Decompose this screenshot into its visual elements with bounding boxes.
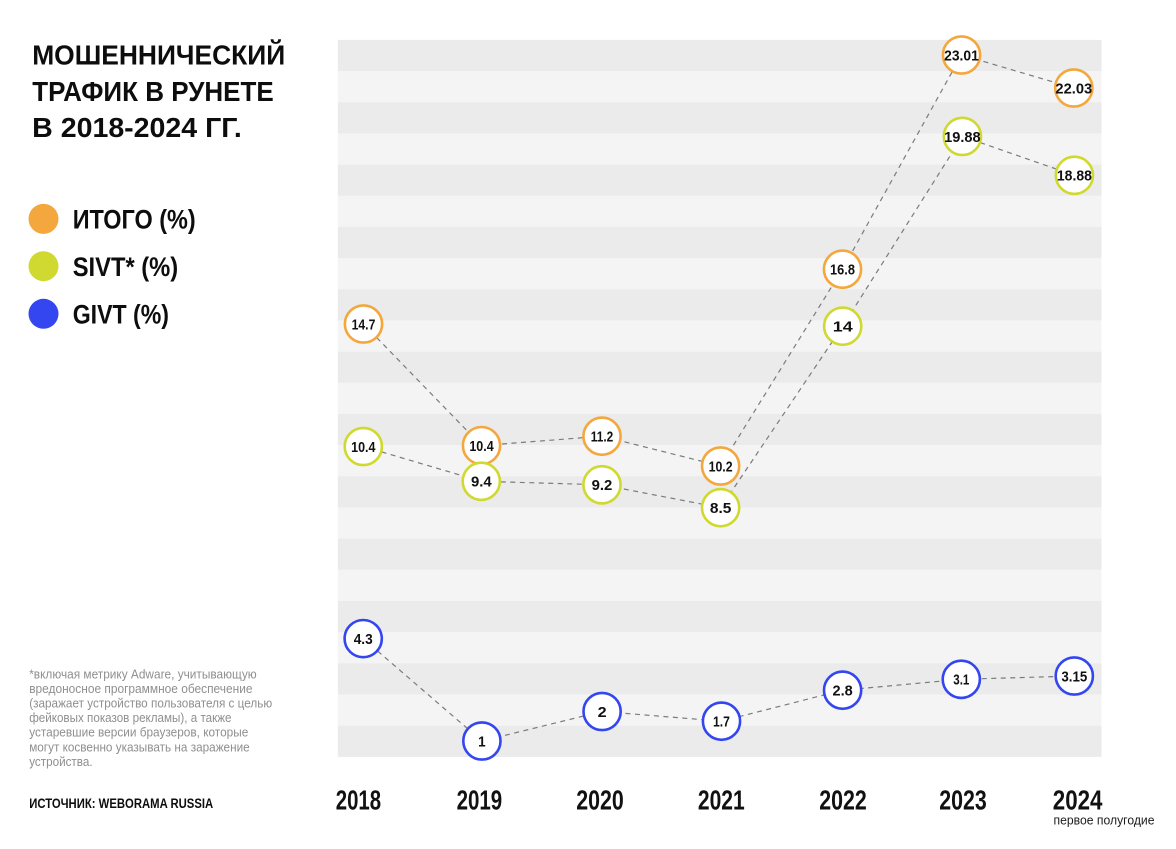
svg-text:18.88: 18.88 [1057,168,1092,185]
svg-text:2.8: 2.8 [833,683,853,700]
svg-text:2020: 2020 [576,784,624,815]
svg-text:2024: 2024 [1053,784,1103,815]
svg-text:МОШЕННИЧЕСКИЙ: МОШЕННИЧЕСКИЙ [32,39,285,71]
svg-text:(заражает устройство пользоват: (заражает устройство пользователя с цель… [29,696,272,711]
svg-text:1: 1 [478,733,486,750]
svg-text:10.2: 10.2 [709,458,733,475]
svg-text:14: 14 [833,319,854,336]
svg-text:8.5: 8.5 [710,500,732,517]
svg-text:В 2018-2024 ГГ.: В 2018-2024 ГГ. [32,112,242,143]
svg-text:фейковых показов рекламы), а т: фейковых показов рекламы), а также [29,710,231,725]
svg-text:9.2: 9.2 [592,477,613,494]
svg-text:GIVT (%): GIVT (%) [73,300,169,330]
svg-text:23.01: 23.01 [944,47,979,64]
svg-text:SIVT* (%): SIVT* (%) [73,252,179,282]
svg-text:ТРАФИК В РУНЕТЕ: ТРАФИК В РУНЕТЕ [32,76,274,107]
svg-text:ИТОГО (%): ИТОГО (%) [73,205,196,235]
svg-text:10.4: 10.4 [469,438,494,455]
svg-text:14.7: 14.7 [352,316,376,333]
svg-text:2023: 2023 [939,784,987,815]
svg-text:устройства.: устройства. [29,754,92,769]
svg-text:2: 2 [598,704,607,721]
svg-text:ИСТОЧНИК: WEBORAMA RUSSIA: ИСТОЧНИК: WEBORAMA RUSSIA [29,796,213,811]
svg-text:3.15: 3.15 [1061,668,1087,685]
svg-text:устаревшие версии браузеров,: устаревшие версии браузеров, которые [29,725,248,740]
svg-text:10.4: 10.4 [351,439,376,456]
svg-text:16.8: 16.8 [830,262,855,279]
svg-text:2019: 2019 [457,784,503,815]
svg-text:19.88: 19.88 [944,129,981,146]
svg-text:могут косвенно указывать на за: могут косвенно указывать на заражение [29,739,250,754]
svg-text:*включая метрику Adware, учиты: *включая метрику Adware, учитывающую [29,666,257,681]
svg-text:вредоносное программное обеспе: вредоносное программное обеспечение [29,681,252,696]
svg-text:первое полугодие: первое полугодие [1054,813,1155,828]
svg-text:4.3: 4.3 [354,631,373,648]
svg-text:2022: 2022 [819,784,867,815]
svg-text:22.03: 22.03 [1055,80,1092,97]
svg-text:2021: 2021 [698,784,745,815]
svg-text:9.4: 9.4 [471,474,492,491]
svg-text:11.2: 11.2 [591,429,613,446]
svg-text:1.7: 1.7 [713,714,730,731]
svg-text:2018: 2018 [336,784,381,815]
svg-text:3.1: 3.1 [953,672,969,689]
